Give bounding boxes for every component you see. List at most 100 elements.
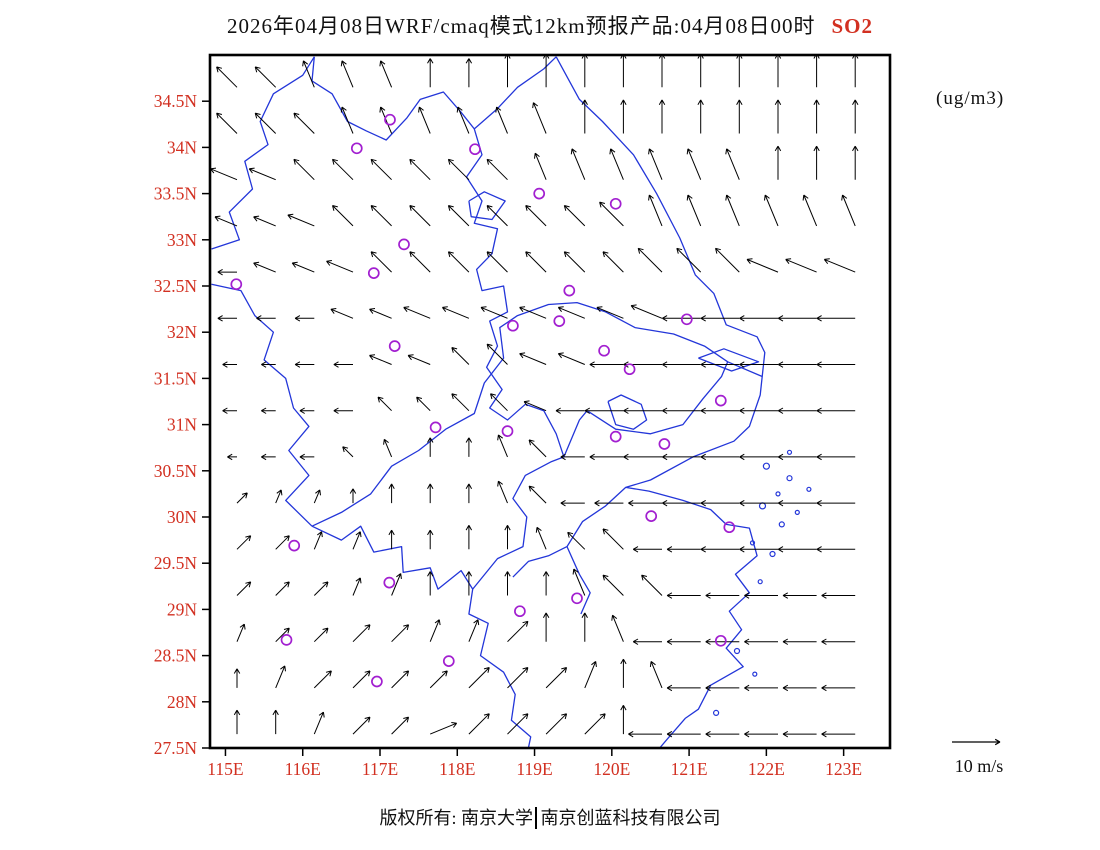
wind-arrow (662, 361, 701, 368)
x-axis-label: 121E (671, 759, 708, 779)
x-axis-label: 117E (362, 759, 398, 779)
wind-arrow (816, 361, 856, 368)
station-marker (571, 592, 583, 605)
station-marker (609, 197, 622, 210)
wind-arrow (293, 112, 315, 134)
wind-arrow (774, 145, 782, 180)
wind-vector-field (211, 56, 859, 738)
wind-arrow (739, 546, 778, 553)
wind-arrow (490, 393, 508, 412)
units-label: (ug/m3) (936, 88, 1005, 109)
wind-arrow (700, 361, 740, 368)
wind-arrow (214, 215, 238, 227)
wind-arrow (623, 407, 662, 414)
wind-arrow (821, 684, 856, 692)
wind-arrow (528, 439, 547, 458)
station-marker (280, 634, 293, 646)
y-axis-label: 32N (167, 322, 198, 342)
footer-divider (535, 807, 537, 829)
wind-arrow (451, 393, 470, 412)
wind-arrow (557, 352, 585, 365)
wind-arrow (700, 499, 740, 507)
island-outline (769, 550, 776, 558)
wind-arrow (497, 480, 508, 504)
station-marker (533, 187, 546, 200)
wind-arrow (545, 667, 568, 689)
station-marker (514, 605, 526, 618)
boundary-taihu-lake (607, 394, 648, 430)
station-marker (658, 438, 671, 450)
wind-arrow (782, 638, 817, 645)
y-axis-label: 30.5N (154, 461, 198, 481)
wind-arrow (611, 614, 624, 642)
wind-arrow (227, 453, 237, 461)
wind-arrow (465, 525, 473, 550)
wind-arrow (705, 592, 740, 599)
wind-arrow (217, 315, 237, 322)
wind-arrow (486, 343, 508, 365)
wind-arrow (700, 453, 740, 461)
wind-arrow (332, 158, 354, 181)
wind-arrow (528, 485, 547, 504)
wind-arrow (774, 56, 782, 88)
wind-arrow (465, 483, 473, 504)
station-marker (553, 315, 566, 327)
wind-arrow (248, 167, 276, 181)
wind-arrow (519, 306, 547, 319)
wind-arrow (557, 306, 585, 319)
plot-border (208, 53, 892, 750)
wind-arrow (676, 247, 702, 273)
island-outline (757, 579, 763, 585)
wind-arrow (254, 66, 277, 88)
wind-arrow (777, 453, 817, 461)
wind-arrow (313, 581, 329, 596)
wind-arrow (764, 194, 779, 227)
wind-arrow (637, 247, 663, 273)
wind-arrow (495, 106, 508, 134)
map-boundaries (211, 56, 812, 747)
wind-arrow (700, 407, 740, 414)
boundary-zhejiang-north-border (472, 361, 729, 590)
wind-arrow (418, 106, 431, 134)
wind-arrow (519, 352, 547, 365)
wind-arrow (430, 722, 458, 735)
wind-arrow (560, 499, 585, 507)
station-marker (501, 425, 514, 437)
wind-arrow (744, 592, 778, 599)
wind-arrow (785, 258, 817, 273)
copyright-company: 南京创蓝科技有限公司 (540, 808, 721, 828)
wind-arrow (821, 730, 856, 738)
wind-arrow (648, 148, 663, 180)
wind-arrow (261, 407, 276, 414)
wind-arrow (391, 670, 410, 689)
wind-arrow (602, 251, 624, 273)
wind-arrow (236, 581, 252, 596)
station-marker (680, 313, 693, 326)
wind-arrow (658, 56, 666, 88)
wind-arrow (628, 499, 662, 507)
wind-arrow (370, 251, 392, 273)
island-outline (733, 647, 741, 655)
wind-arrow (275, 627, 290, 643)
wind-arrow (429, 619, 441, 642)
wind-arrow (254, 112, 277, 134)
wind-arrow (715, 247, 740, 273)
wind-arrow (383, 438, 393, 458)
wind-arrow (293, 158, 315, 181)
wind-arrow (447, 205, 470, 227)
station-marker (609, 430, 622, 443)
wind-arrow (427, 529, 434, 550)
wind-arrow (666, 546, 701, 553)
station-marker (350, 142, 363, 155)
wind-arrow (774, 99, 782, 134)
wind-arrow (852, 56, 859, 88)
wind-arrow (525, 205, 547, 227)
station-marker (442, 655, 455, 667)
wind-arrow (468, 667, 490, 689)
x-axis-label: 118E (439, 759, 475, 779)
boundary-coastline (555, 56, 766, 747)
wind-arrow (504, 525, 511, 550)
wind-arrow (211, 167, 238, 181)
wind-arrow (620, 99, 627, 134)
